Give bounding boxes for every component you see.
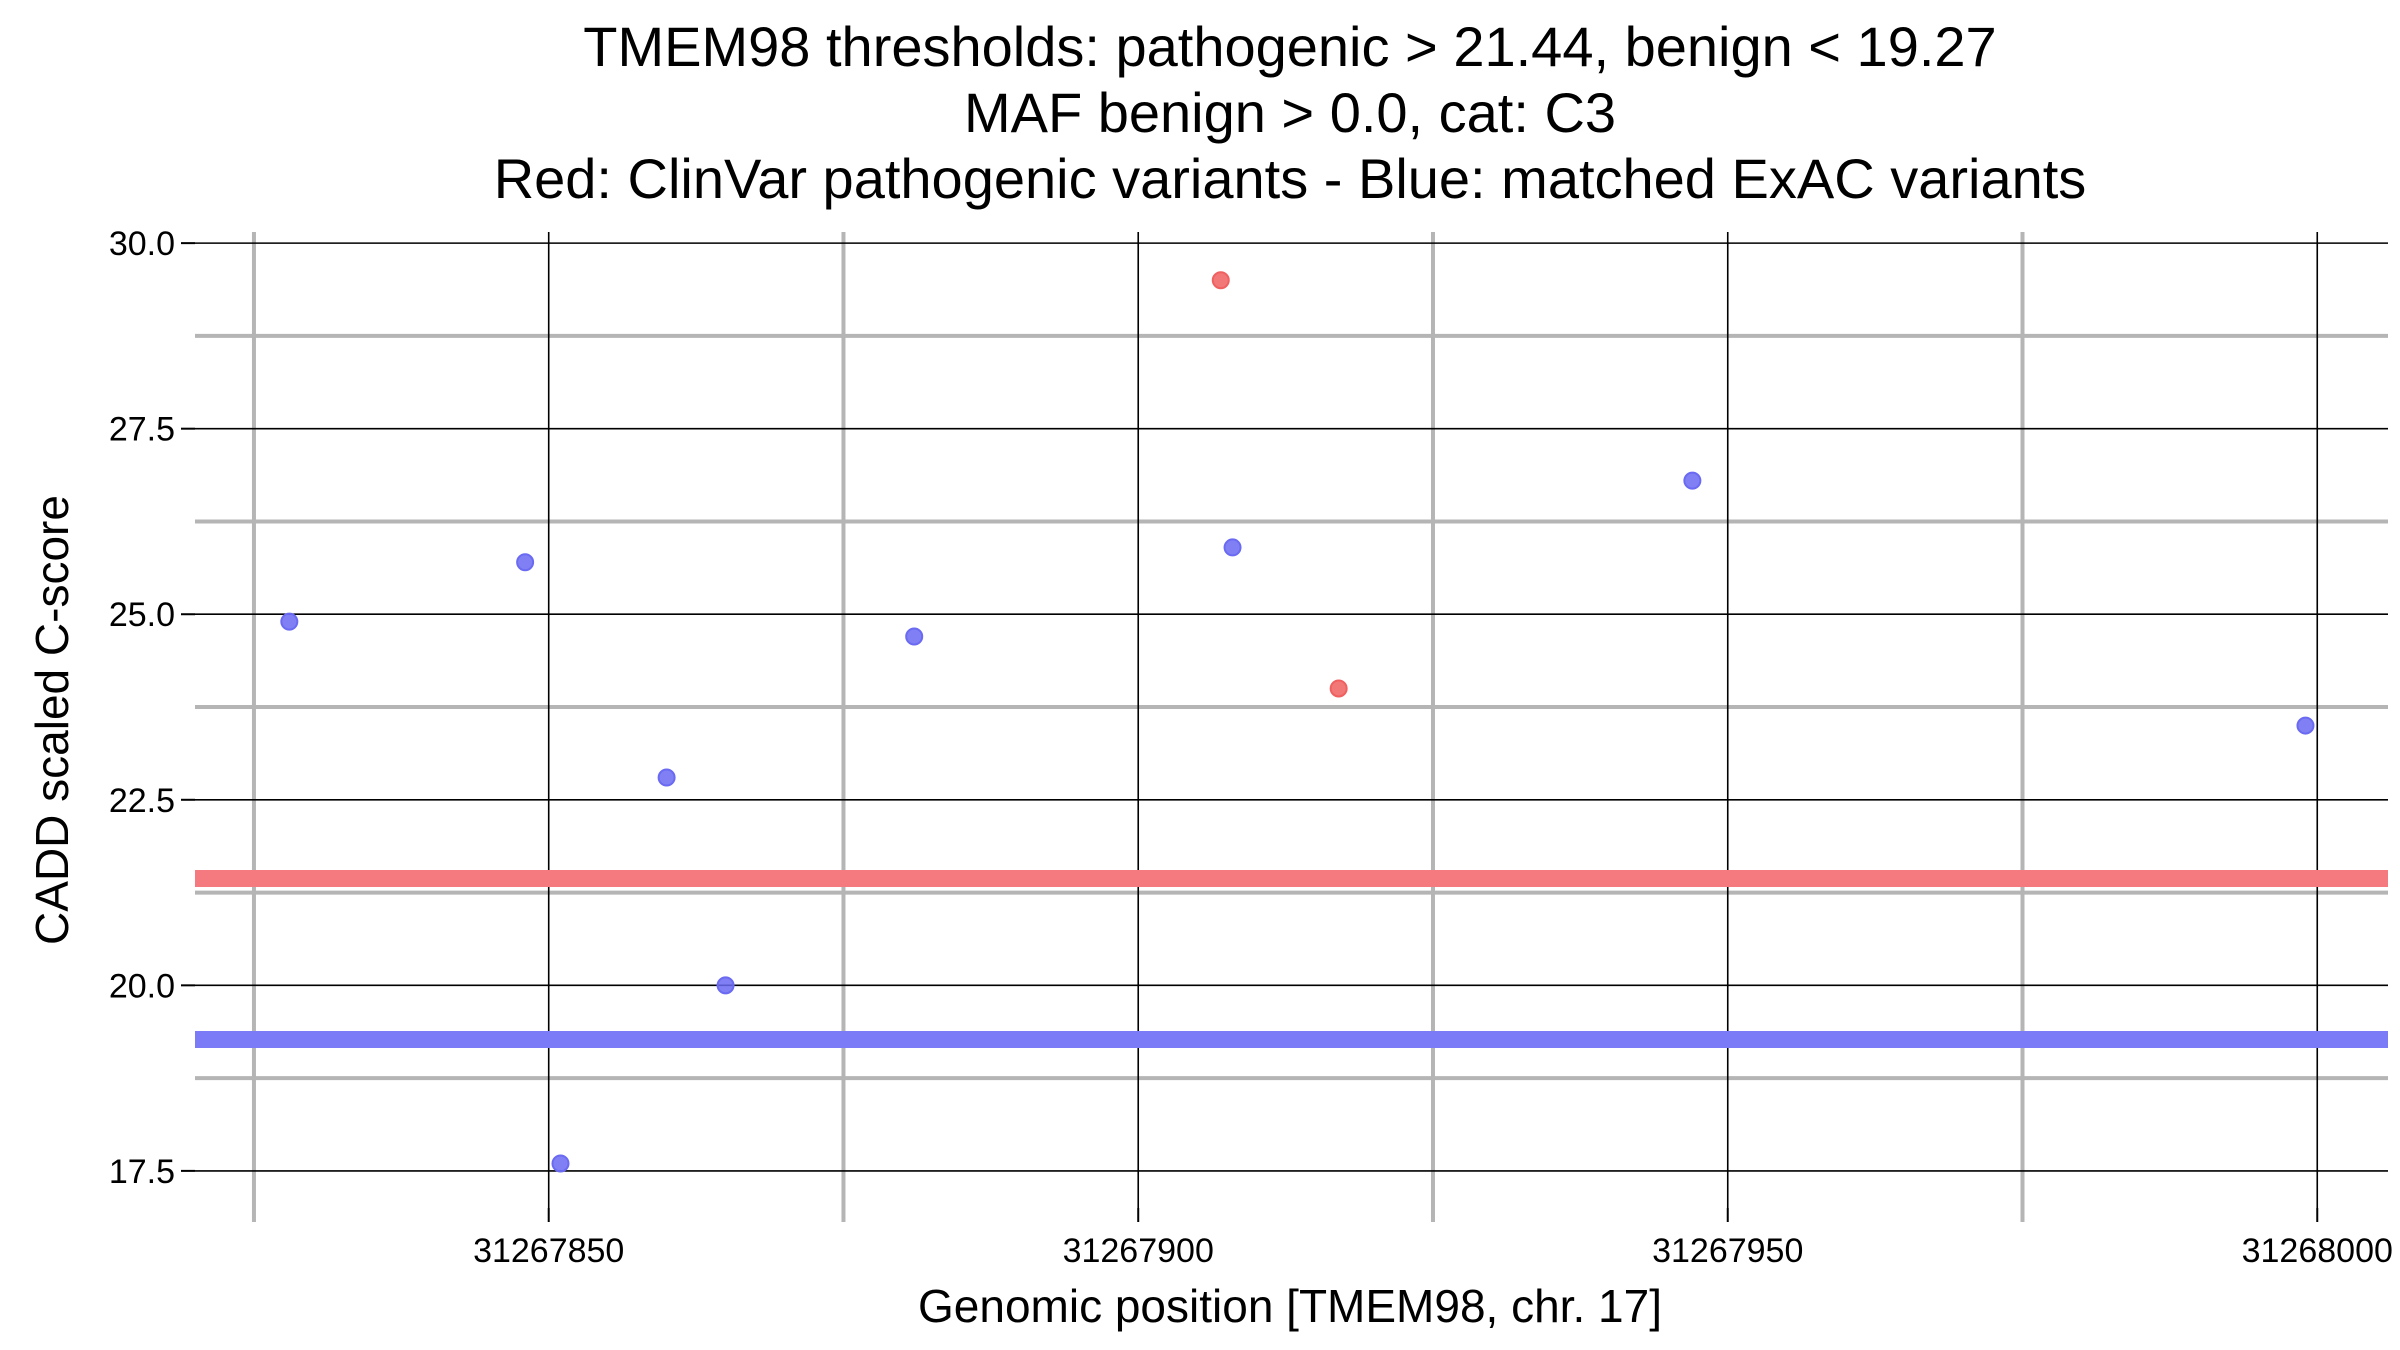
exac-point: [1683, 471, 1702, 490]
y-tick-label: 17.5: [109, 1153, 175, 1191]
exac-point: [551, 1154, 570, 1173]
exac-point: [1223, 538, 1242, 557]
y-tick-label: 27.5: [109, 411, 175, 449]
grid-layer: [195, 232, 2388, 1208]
chart-title-line-1: TMEM98 thresholds: pathogenic > 21.44, b…: [583, 15, 1996, 78]
exac-point: [905, 627, 924, 646]
y-tick-label: 20.0: [109, 967, 175, 1005]
chart-title-line-2: MAF benign > 0.0, cat: C3: [964, 81, 1616, 144]
x-tick-label: 31267900: [1063, 1232, 1214, 1270]
clinvar-point: [1329, 679, 1348, 698]
x-tick-label: 31267950: [1652, 1232, 1803, 1270]
x-tick-label: 31268000: [2242, 1232, 2393, 1270]
chart-title-line-3: Red: ClinVar pathogenic variants - Blue:…: [494, 147, 2087, 210]
axis-layer: 17.5 20.0 22.5 25.0 27.5 30.0 31267850 31267900…: [109, 225, 2393, 1270]
exac-point: [657, 768, 676, 787]
exac-point: [2296, 716, 2315, 735]
exac-point: [280, 612, 299, 631]
exac-point: [716, 976, 735, 995]
point-layer: [280, 271, 2315, 1173]
exac-point: [516, 553, 535, 572]
y-tick-label: 25.0: [109, 596, 175, 634]
x-tick-label: 31267850: [473, 1232, 624, 1270]
clinvar-point: [1211, 271, 1230, 290]
y-axis-title: CADD scaled C-score: [26, 495, 78, 945]
threshold-layer: [195, 869, 2388, 1049]
y-tick-label: 30.0: [109, 225, 175, 263]
x-axis-title: Genomic position [TMEM98, chr. 17]: [918, 1280, 1662, 1332]
y-tick-label: 22.5: [109, 782, 175, 820]
